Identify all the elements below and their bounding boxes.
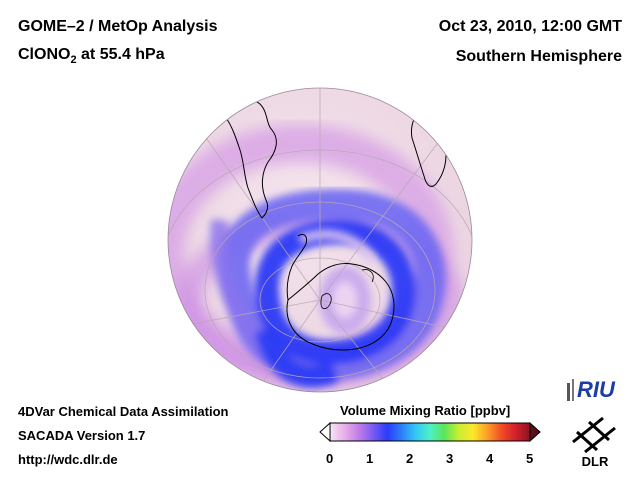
- graticule: [168, 88, 472, 392]
- analysis-date: Oct 23, 2010, 12:00 GMT: [438, 18, 622, 35]
- colorbar-tick-label: 2: [406, 451, 414, 466]
- species-level: at 55.4 hPa: [76, 46, 165, 63]
- version-label: SACADA Version 1.7: [18, 428, 146, 443]
- method-label: 4DVar Chemical Data Assimilation: [18, 404, 229, 419]
- colorbar-tick-label: 1: [366, 451, 374, 466]
- colorbar-title: Volume Mixing Ratio [ppbv]: [340, 403, 511, 418]
- colorbar-tick-label: 5: [526, 451, 534, 466]
- analysis-title: GOME–2 / MetOp Analysis: [18, 18, 218, 35]
- riu-logo: RIU: [567, 377, 616, 402]
- dlr-logo-text: DLR: [582, 454, 609, 468]
- colorbar: [319, 421, 541, 443]
- hemisphere-label: Southern Hemisphere: [455, 48, 622, 65]
- dlr-logo: DLR: [572, 416, 616, 468]
- colorbar-gradient: [329, 422, 531, 442]
- species-label: ClONO2 at 55.4 hPa: [18, 46, 165, 66]
- website-url: http://wdc.dlr.de: [18, 452, 118, 467]
- colorbar-tick-label: 0: [326, 451, 334, 466]
- globe-outline: [167, 87, 473, 393]
- vortex-inner-core: [297, 229, 377, 334]
- colorbar-tick-label: 3: [446, 451, 454, 466]
- species-subscript: 2: [70, 54, 77, 67]
- colorbar-tick-label: 4: [486, 451, 494, 466]
- colorbar-max-arrow: [529, 421, 541, 443]
- riu-logo-text: RIU: [577, 377, 616, 402]
- colorbar-min-arrow: [319, 421, 331, 443]
- species-main: ClONO: [18, 46, 71, 63]
